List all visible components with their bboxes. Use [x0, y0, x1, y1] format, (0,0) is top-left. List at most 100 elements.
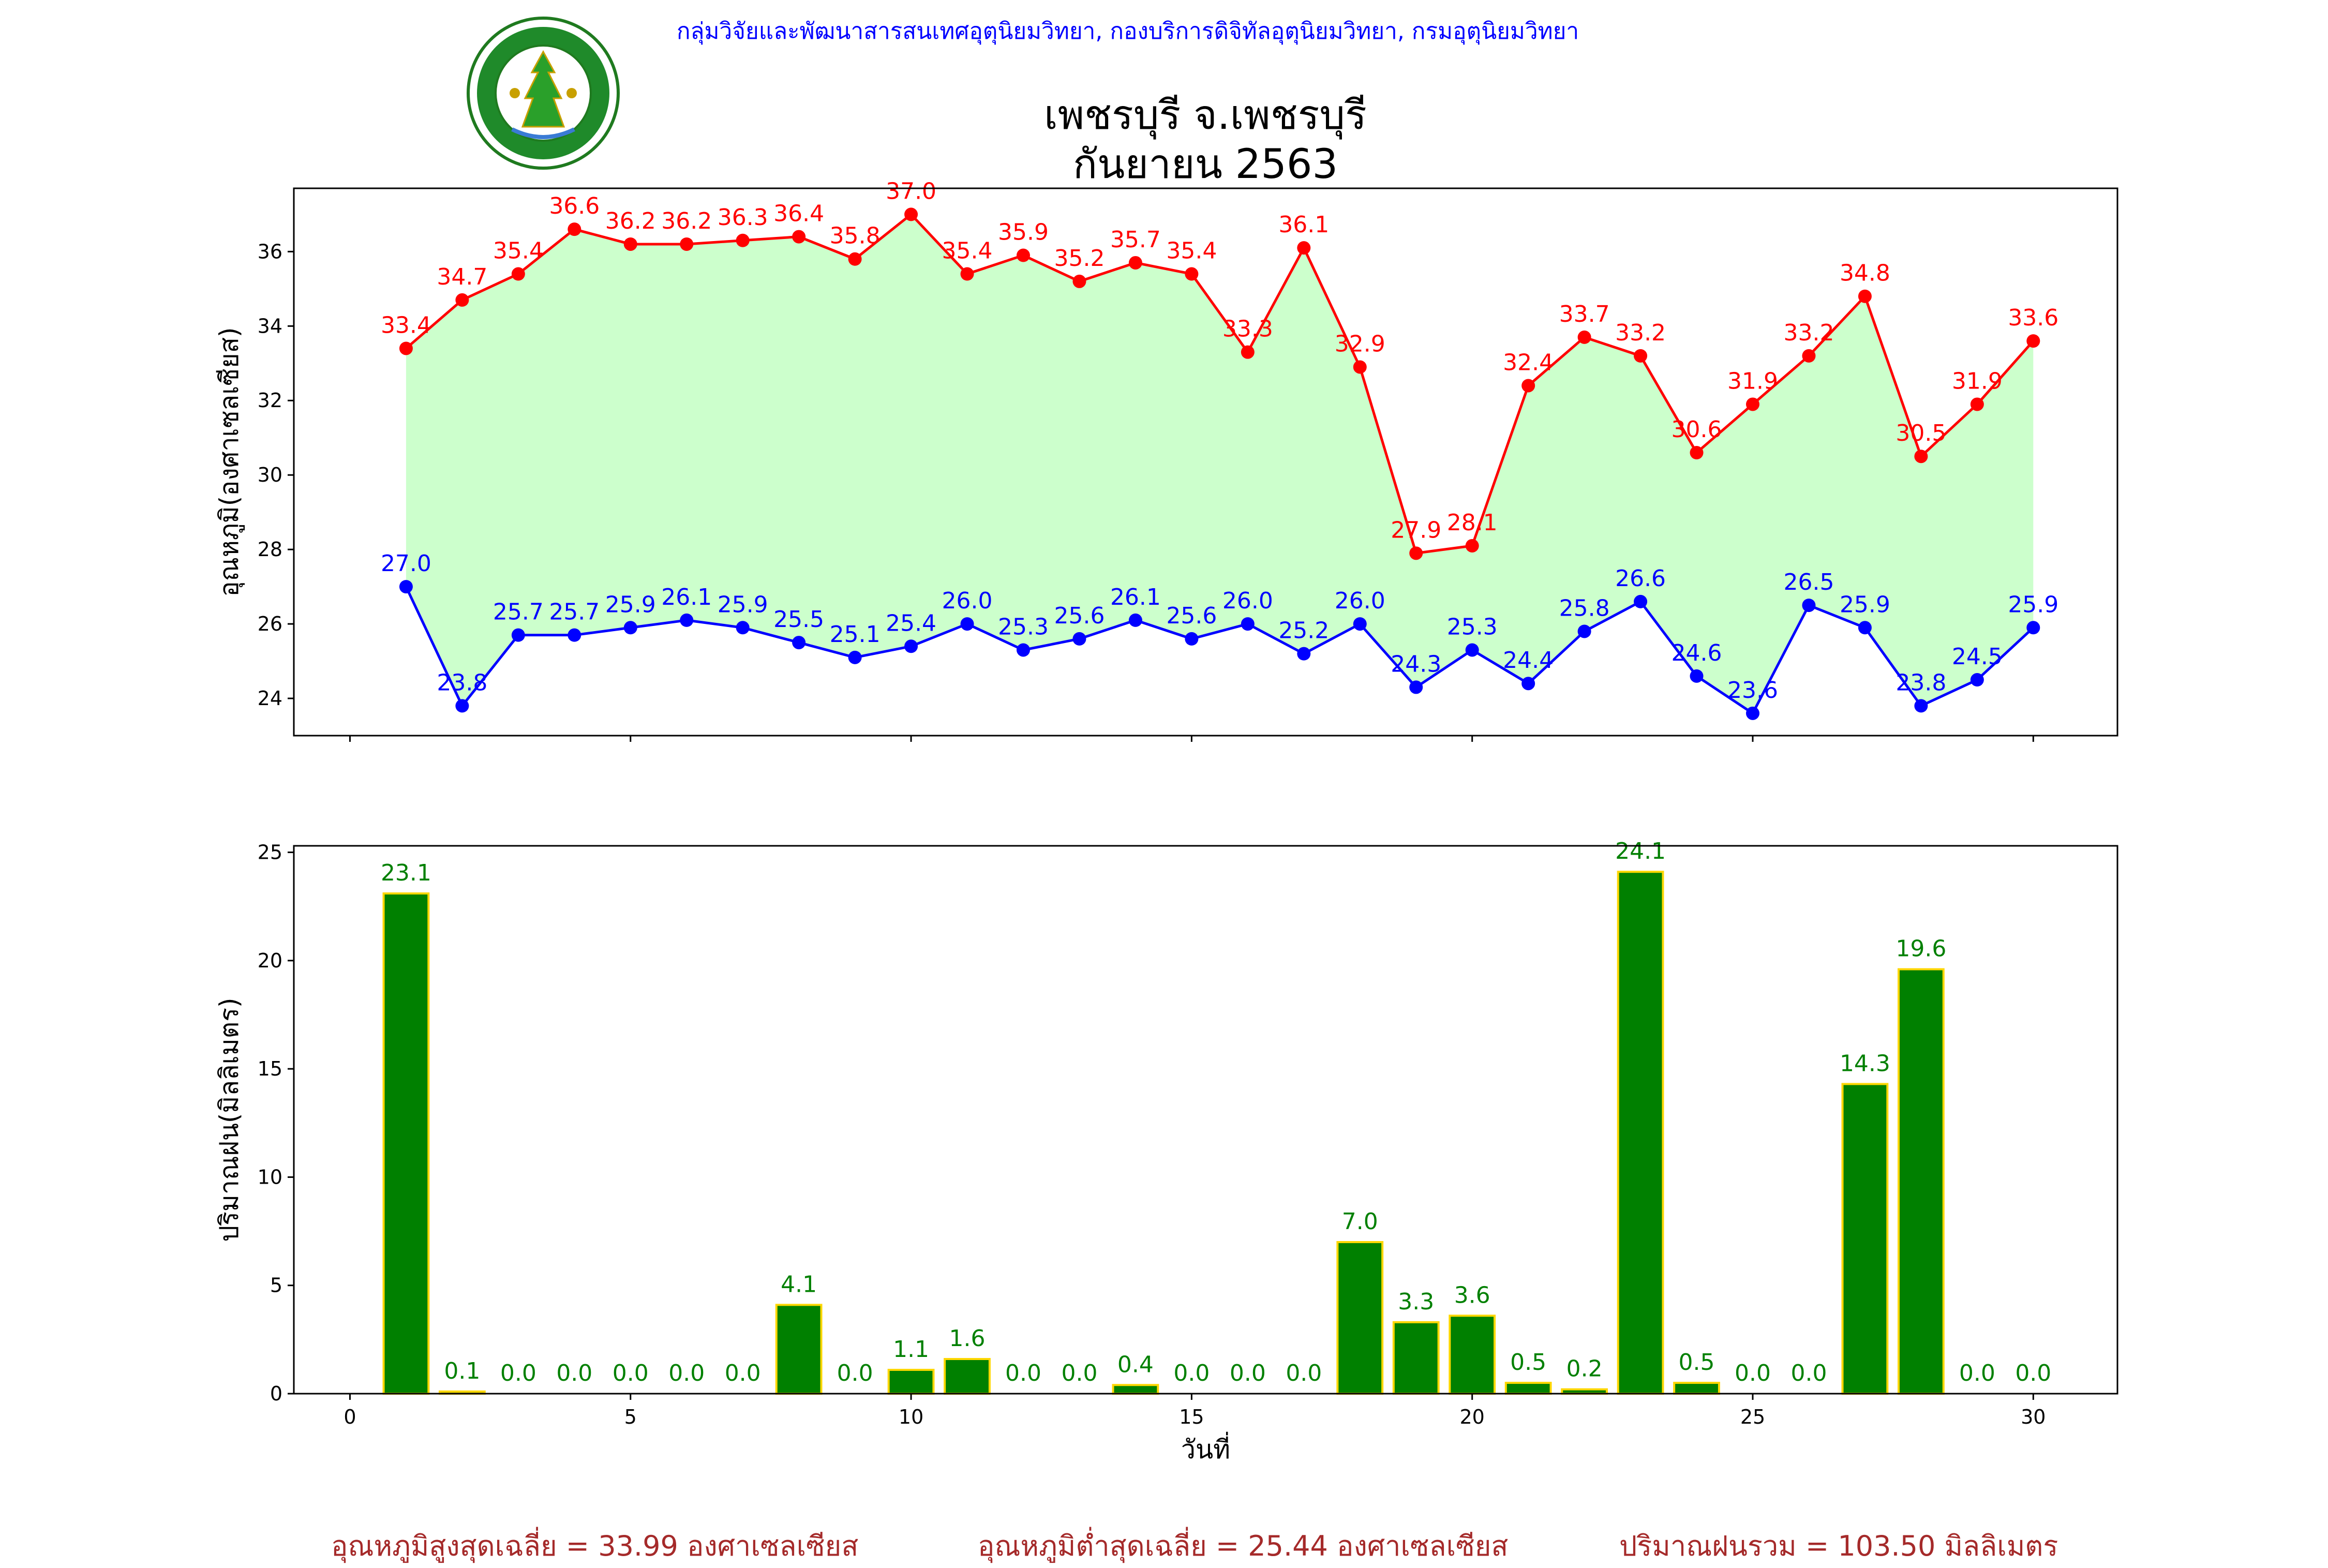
max-temp-point	[511, 267, 525, 281]
max-temp-label: 35.2	[1054, 245, 1105, 272]
rain-bar-label: 23.1	[381, 860, 431, 886]
max-temp-point	[1409, 546, 1423, 560]
x-tick-label: 5	[624, 748, 637, 750]
rain-bar-label: 0.2	[1566, 1356, 1603, 1382]
x-tick-label: 10	[899, 1406, 923, 1428]
y-tick-label: 5	[270, 1274, 282, 1297]
max-temp-label: 35.8	[830, 223, 881, 249]
min-temp-label: 26.0	[1222, 588, 1273, 614]
min-temp-point	[1017, 643, 1030, 657]
max-temp-point	[1521, 379, 1535, 393]
max-temp-point	[1241, 345, 1255, 359]
max-temp-label: 28.1	[1447, 510, 1498, 536]
min-temp-label: 25.5	[773, 606, 824, 633]
footer-total-rain: ปริมาณฝนรวม = 103.50 มิลลิเมตร	[1619, 1530, 2058, 1562]
min-temp-point	[568, 628, 581, 642]
min-temp-label: 24.6	[1672, 640, 1722, 666]
min-temp-point	[1746, 706, 1759, 720]
min-temp-point	[736, 621, 750, 635]
min-temp-label: 26.1	[661, 584, 712, 610]
rain-bar-label: 24.1	[1615, 838, 1666, 864]
max-temp-label: 35.9	[998, 219, 1049, 246]
max-temp-label: 35.4	[1166, 238, 1217, 264]
max-temp-point	[2026, 334, 2040, 348]
rainfall-chart: 23.1 0.1 0.0 0.0 0.0 0.0 0.0 4.1 0.0 1.1 1.6 0.0 0.0…	[214, 838, 2118, 1465]
max-temp-point	[1297, 241, 1311, 255]
max-temp-point	[904, 207, 918, 221]
min-temp-point	[2026, 621, 2040, 635]
max-temp-label: 30.6	[1672, 416, 1722, 443]
max-temp-label: 32.9	[1335, 331, 1385, 357]
max-temp-point	[1577, 330, 1591, 344]
max-temp-label: 36.3	[718, 204, 768, 231]
max-temp-label: 32.4	[1503, 349, 1554, 376]
min-temp-point	[1970, 673, 1984, 687]
temperature-chart: 33.434.735.436.636.2 36.2 36.3 36.435.837.0…	[214, 178, 2118, 750]
min-temp-point	[1465, 643, 1479, 657]
rain-bar-label: 0.0	[2015, 1360, 2051, 1386]
y-tick-label: 30	[258, 464, 282, 486]
min-temp-point	[1353, 617, 1367, 631]
max-temp-line	[405, 212, 2035, 555]
min-temp-label: 25.7	[493, 599, 544, 625]
max-temp-label: 33.2	[1615, 320, 1666, 346]
meteorological-department-logo	[467, 17, 620, 170]
max-temp-point	[455, 293, 469, 307]
max-temp-point	[399, 341, 413, 355]
x-tick-label: 30	[2021, 1406, 2046, 1428]
rainfall-y-axis-label: ปริมาณฝน(มิลลิเมตร)	[214, 997, 244, 1242]
max-temp-label: 31.9	[1727, 368, 1778, 394]
min-temp-label: 26.5	[1783, 569, 1834, 595]
max-temp-point	[623, 237, 637, 251]
min-temp-label: 25.9	[605, 591, 656, 618]
x-tick-label: 0	[344, 748, 356, 750]
min-temp-label: 24.3	[1391, 651, 1441, 677]
y-tick-label: 34	[258, 315, 282, 337]
y-tick-label: 20	[258, 949, 282, 972]
max-temp-label: 36.6	[549, 193, 600, 219]
min-temp-label: 25.9	[718, 591, 768, 618]
y-tick-label: 0	[270, 1382, 282, 1405]
max-temp-point	[960, 267, 974, 281]
min-temp-point	[1521, 677, 1535, 691]
min-temp-point	[511, 628, 525, 642]
rain-bar	[887, 1368, 935, 1395]
organization-header: กลุ่มวิจัยและพัฒนาสารสนเทศอุตุนิยมวิทยา,…	[676, 18, 1579, 44]
x-tick-label: 15	[1179, 1406, 1204, 1428]
y-tick-label: 32	[258, 389, 282, 412]
rain-bar-label: 14.3	[1840, 1050, 1890, 1077]
min-temp-label: 25.9	[2008, 591, 2058, 618]
rain-bar-label: 0.0	[1286, 1360, 1322, 1386]
rain-bar-label: 0.0	[1230, 1360, 1266, 1386]
rain-bar	[1449, 1315, 1496, 1395]
rain-bar-label: 0.0	[1173, 1360, 1210, 1386]
min-temp-point	[399, 580, 413, 594]
min-temp-label: 26.6	[1615, 565, 1666, 592]
rain-bar-label: 0.0	[1959, 1360, 1995, 1386]
rain-bar-label: 0.5	[1510, 1349, 1546, 1376]
x-tick-label: 25	[1740, 748, 1765, 750]
min-temp-point	[1577, 624, 1591, 638]
rain-bar-label: 19.6	[1896, 936, 1946, 962]
min-temp-label: 25.3	[998, 614, 1049, 640]
chart-title-month: กันยายน 2563	[1072, 141, 1338, 188]
y-tick-label: 10	[258, 1166, 282, 1188]
max-temp-point	[1185, 267, 1199, 281]
max-temp-point	[1802, 349, 1816, 363]
rain-bar-label: 0.0	[837, 1360, 873, 1386]
rain-bar-label: 0.4	[1117, 1351, 1154, 1378]
max-temp-label: 37.0	[886, 178, 936, 204]
max-temp-point	[848, 252, 862, 266]
max-temp-label: 33.4	[381, 312, 431, 338]
min-temp-line	[405, 586, 2035, 715]
rain-bar-label: 0.0	[668, 1360, 705, 1386]
max-temp-label: 35.4	[942, 238, 993, 264]
x-tick-label: 15	[1179, 748, 1204, 750]
min-temp-point	[960, 617, 974, 631]
temperature-y-axis-label: อุณหภูมิ(องศาเซลเซียส)	[214, 327, 245, 596]
rain-bar-label: 1.6	[949, 1325, 986, 1352]
rain-bar	[1617, 871, 1664, 1395]
rain-bar	[775, 1304, 823, 1395]
x-tick-label: 20	[1460, 1406, 1485, 1428]
rain-bar-label: 0.1	[444, 1358, 480, 1384]
